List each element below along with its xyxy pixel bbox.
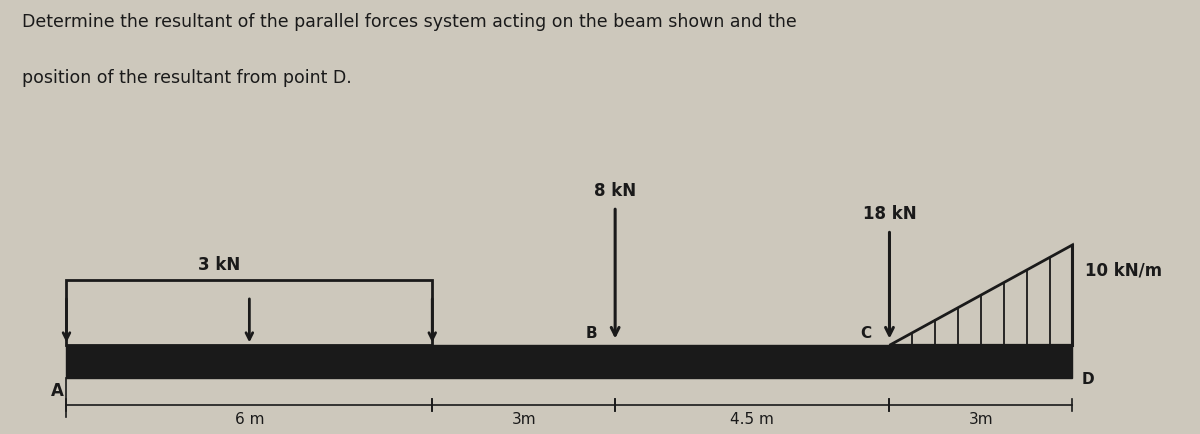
Text: 3m: 3m bbox=[968, 412, 994, 427]
Text: A: A bbox=[50, 381, 64, 400]
Text: 8 kN: 8 kN bbox=[594, 182, 636, 200]
Text: C: C bbox=[860, 326, 871, 341]
Text: 6 m: 6 m bbox=[235, 412, 264, 427]
Text: 4.5 m: 4.5 m bbox=[731, 412, 774, 427]
Text: D: D bbox=[1081, 372, 1094, 387]
Bar bbox=[66, 279, 432, 345]
Text: 18 kN: 18 kN bbox=[863, 205, 917, 224]
Text: 10 kN/m: 10 kN/m bbox=[1085, 261, 1162, 279]
Text: 3 kN: 3 kN bbox=[198, 256, 240, 273]
Text: B: B bbox=[586, 326, 596, 341]
Text: position of the resultant from point D.: position of the resultant from point D. bbox=[22, 69, 352, 87]
Bar bbox=[66, 345, 1073, 378]
Text: Determine the resultant of the parallel forces system acting on the beam shown a: Determine the resultant of the parallel … bbox=[22, 13, 797, 31]
Text: 3m: 3m bbox=[511, 412, 536, 427]
